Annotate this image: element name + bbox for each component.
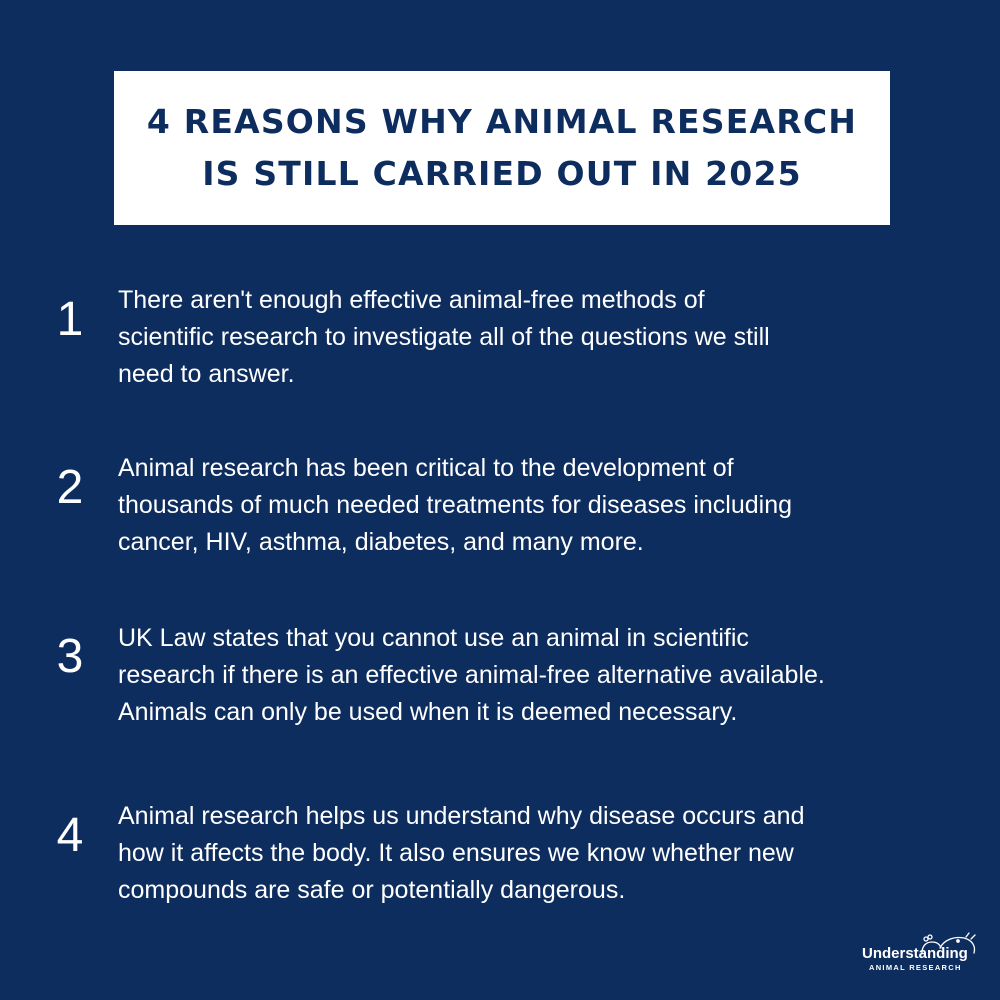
reason-text: Animal research has been critical to the… xyxy=(118,450,978,561)
reason-text-line: compounds are safe or potentially danger… xyxy=(118,876,626,904)
reason-text-line: need to answer. xyxy=(118,360,295,388)
reason-text-line: cancer, HIV, asthma, diabetes, and many … xyxy=(118,528,644,556)
reason-text: Animal research helps us understand why … xyxy=(118,798,978,909)
reason-text-line: UK Law states that you cannot use an ani… xyxy=(118,624,749,652)
reason-text-line: Animal research has been critical to the… xyxy=(118,454,734,482)
reason-text-line: scientific research to investigate all o… xyxy=(118,323,770,351)
reason-text: UK Law states that you cannot use an ani… xyxy=(118,620,978,731)
page-title-line-2: IS STILL CARRIED OUT IN 2025 xyxy=(202,154,802,193)
reason-text-line: Animals can only be used when it is deem… xyxy=(118,698,738,726)
reason-number: 3 xyxy=(56,630,84,683)
logo-wordmark: Understanding xyxy=(862,945,968,962)
reason-text-line: There aren't enough effective animal-fre… xyxy=(118,286,705,314)
page-title-line-1: 4 REASONS WHY ANIMAL RESEARCH xyxy=(146,102,858,141)
reason-text-line: how it affects the body. It also ensures… xyxy=(118,839,794,867)
reason-text-line: thousands of much needed treatments for … xyxy=(118,491,793,519)
reason-number: 1 xyxy=(56,293,84,346)
title-box: 4 REASONS WHY ANIMAL RESEARCH IS STILL C… xyxy=(114,71,890,225)
brand-logo: Understanding ANIMAL RESEARCH xyxy=(862,932,984,982)
reason-number: 2 xyxy=(56,461,84,514)
logo-tagline: ANIMAL RESEARCH xyxy=(869,963,962,972)
animals-outline-icon xyxy=(921,932,976,954)
reason-number: 4 xyxy=(56,809,84,862)
reason-text-line: Animal research helps us understand why … xyxy=(118,802,805,830)
reason-text: There aren't enough effective animal-fre… xyxy=(118,282,978,393)
reason-text-line: research if there is an effective animal… xyxy=(118,661,825,689)
